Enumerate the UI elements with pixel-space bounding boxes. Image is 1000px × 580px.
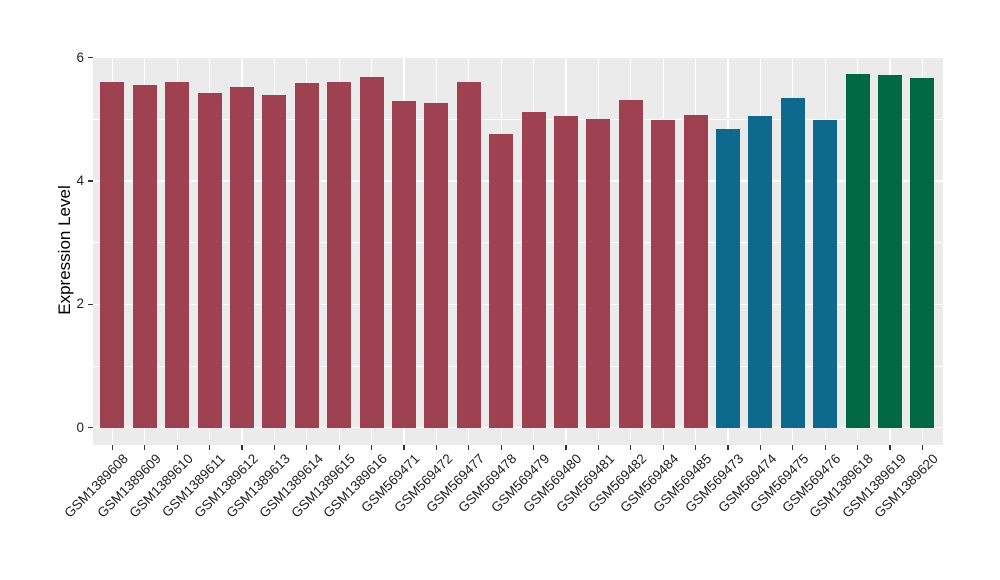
bar-GSM1389618 — [845, 73, 870, 428]
bar-GSM1389608 — [100, 81, 125, 428]
bar-GSM569477 — [456, 82, 481, 428]
bar-GSM569478 — [489, 134, 514, 428]
y-gridline-minor — [93, 118, 943, 120]
x-axis-tick — [597, 445, 600, 450]
bar-GSM1389610 — [165, 82, 190, 428]
y-axis-tick — [88, 303, 93, 305]
bar-GSM569474 — [748, 116, 773, 428]
bar-GSM1389619 — [878, 74, 902, 428]
bar-GSM1389612 — [230, 87, 254, 428]
x-axis-tick — [468, 445, 470, 450]
x-axis-tick — [759, 445, 762, 450]
bar-GSM569481 — [586, 119, 611, 428]
x-axis-tick — [727, 445, 729, 450]
bar-GSM569485 — [683, 114, 708, 428]
y-tick-label: 0 — [76, 419, 84, 435]
x-axis-tick — [241, 445, 243, 450]
bar-GSM1389611 — [197, 92, 222, 428]
x-axis-tick — [273, 445, 276, 450]
x-axis-tick — [889, 445, 891, 450]
y-axis-tick — [88, 180, 93, 182]
bar-GSM569484 — [651, 119, 676, 428]
x-axis-tick — [338, 445, 340, 450]
bar-GSM1389616 — [359, 76, 384, 428]
x-axis-tick — [144, 445, 146, 450]
x-axis-tick — [435, 445, 438, 450]
bar-GSM569479 — [521, 111, 546, 428]
y-axis-tick — [88, 56, 93, 59]
bar-GSM569480 — [554, 116, 578, 428]
bar-GSM569473 — [716, 129, 740, 428]
bar-GSM1389613 — [262, 94, 287, 428]
bar-GSM1389609 — [132, 85, 157, 428]
x-axis-tick — [500, 445, 502, 450]
bar-GSM1389615 — [327, 81, 352, 428]
bar-GSM569476 — [813, 120, 838, 428]
bar-GSM569475 — [780, 97, 805, 428]
x-axis-tick — [662, 445, 664, 450]
x-axis-tick — [856, 445, 859, 450]
x-axis-tick — [306, 445, 308, 450]
y-gridline-major — [93, 180, 943, 182]
y-tick-label: 6 — [76, 49, 84, 65]
x-axis-tick — [208, 445, 211, 450]
x-axis-tick — [824, 445, 826, 450]
x-axis-tick — [630, 445, 632, 450]
x-axis-tick — [403, 445, 405, 450]
x-axis-tick — [176, 445, 178, 450]
y-gridline-minor — [93, 242, 943, 243]
x-axis-tick — [370, 445, 373, 450]
y-tick-label: 4 — [76, 172, 84, 188]
bar-GSM1389614 — [294, 82, 319, 428]
plot-panel — [93, 56, 943, 445]
x-axis-tick — [532, 445, 535, 450]
y-gridline-major — [93, 427, 943, 429]
y-gridline-major — [93, 56, 943, 59]
bar-GSM569471 — [392, 100, 416, 428]
x-axis-tick — [694, 445, 697, 450]
y-axis-title: Expression Level — [55, 185, 74, 315]
x-axis-tick — [921, 445, 924, 450]
y-gridline-major — [93, 303, 943, 305]
y-tick-label: 2 — [76, 296, 84, 312]
x-axis-tick — [565, 445, 567, 450]
bar-GSM1389620 — [910, 77, 935, 428]
y-gridline-minor — [93, 365, 943, 367]
y-axis-tick — [88, 427, 93, 429]
x-axis-tick — [111, 445, 114, 450]
bar-GSM569482 — [618, 100, 643, 428]
x-axis-tick — [792, 445, 794, 450]
bar-GSM569472 — [424, 103, 449, 428]
